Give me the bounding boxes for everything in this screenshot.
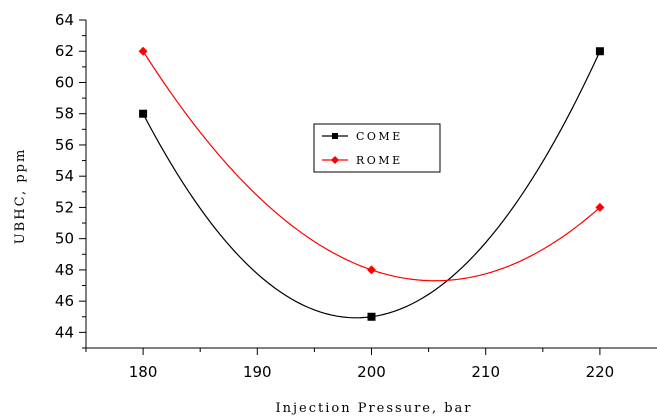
y-tick-label: 62 [55,42,74,60]
y-axis-title: UBHC, ppm [13,148,28,245]
y-tick-label: 58 [55,105,74,123]
data-point-come [367,312,376,321]
x-tick-label: 190 [243,363,272,381]
x-ticks: 180 190 200 210 220 [85,348,615,381]
y-ticks: 44 46 48 50 52 54 56 58 60 62 64 [55,11,86,349]
axes [85,20,657,349]
y-tick-label: 44 [55,323,74,341]
legend-marker-rome [331,156,339,164]
x-tick-label: 210 [471,363,500,381]
y-tick-label: 54 [55,167,74,185]
legend-label-come: COME [356,130,403,143]
y-tick-label: 46 [55,292,74,310]
y-tick-label: 64 [55,11,74,29]
data-point-come [595,47,604,56]
x-tick-label: 220 [586,363,615,381]
data-point-rome [367,265,376,275]
legend-label-rome: ROME [356,154,403,167]
x-axis-title: Injection Pressure, bar [275,401,472,416]
legend: COME ROME [313,123,441,173]
data-point-rome [595,202,605,212]
y-tick-label: 50 [55,230,74,248]
y-tick-label: 60 [55,73,74,91]
y-tick-label: 48 [55,261,74,279]
series-line-come [142,50,601,319]
series-layer [138,46,605,321]
y-tick-label: 56 [55,136,74,154]
y-tick-label: 52 [55,198,74,216]
x-tick-label: 200 [357,363,386,381]
x-tick-label: 180 [129,363,158,381]
legend-marker-come [332,133,338,139]
data-point-rome [138,46,148,56]
data-point-come [139,109,148,118]
